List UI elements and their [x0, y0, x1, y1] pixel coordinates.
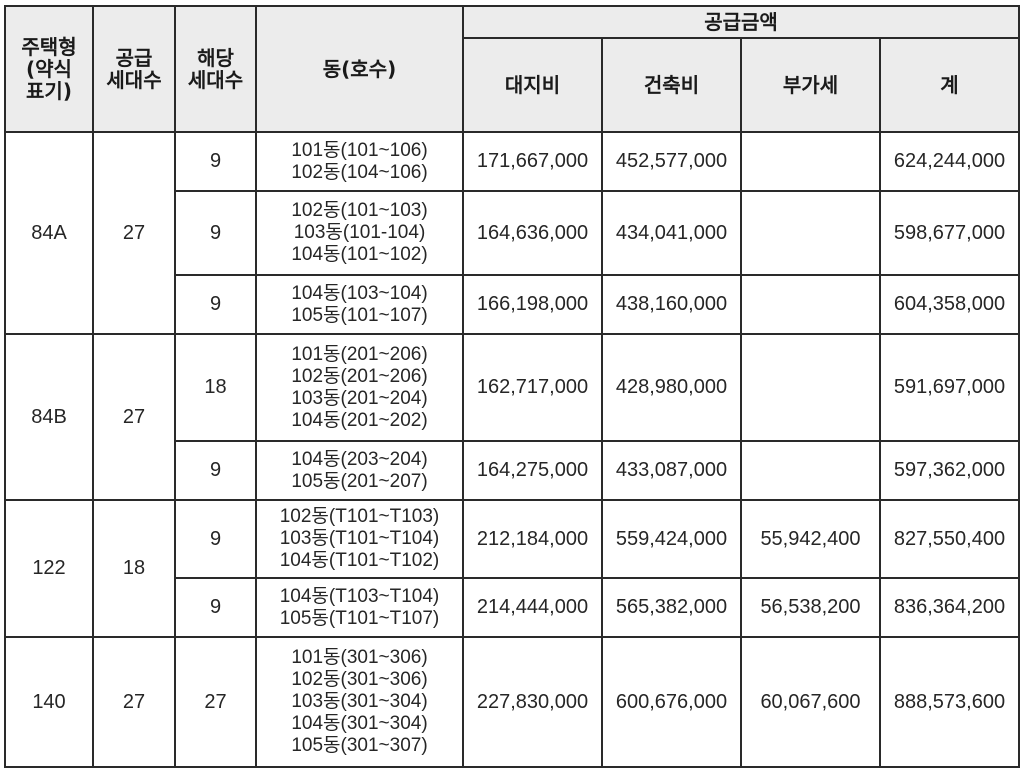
applicable-units-cell: 9	[174, 190, 257, 276]
table-row: 9 104동(203~204) 105동(201~207) 164,275,000 43…	[5, 440, 1020, 501]
dong-line: 105동(201~207)	[291, 470, 428, 492]
header-type: 주택형 (약식 표기)	[4, 5, 94, 133]
vat-cell	[740, 440, 881, 501]
dong-line: 104동(101~102)	[291, 244, 428, 265]
dong-line: 103동(T101~T104)	[279, 528, 440, 549]
table-row: 84B 27 18 101동(201~206) 102동(201~206) 103동(20…	[4, 333, 1020, 501]
dong-line: 102동(101~103)	[291, 200, 428, 221]
vat-cell	[740, 274, 881, 335]
dong-line: 105동(101~107)	[291, 304, 428, 326]
vat-cell: 60,067,600	[740, 636, 881, 768]
dong-line: 103동(301~304)	[291, 691, 428, 712]
table-row: 9 104동(T103~T104) 105동(T101~T107) 214,444,0…	[5, 577, 1020, 638]
dong-line: 101동(101~106)	[291, 139, 428, 161]
dong-line: 102동(301~306)	[291, 669, 428, 690]
building-price-cell: 438,160,000	[601, 274, 742, 335]
vat-cell: 56,538,200	[740, 577, 881, 638]
applicable-units-cell: 27	[174, 636, 257, 768]
dong-line: 104동(203~204)	[291, 448, 428, 470]
dong-cell: 104동(T103~T104) 105동(T101~T107)	[255, 577, 464, 638]
table-body: 84A 27 9 101동(101~106) 102동(104~106) 171,667,…	[4, 131, 1020, 768]
vat-cell	[740, 333, 881, 442]
supply-units-cell: 27	[92, 333, 176, 501]
header-total: 계	[879, 37, 1020, 133]
total-price-cell: 604,358,000	[879, 274, 1020, 335]
supply-units-cell: 18	[92, 499, 176, 638]
dong-line: 104동(T101~T102)	[279, 550, 440, 571]
land-price-cell: 162,717,000	[462, 333, 603, 442]
dong-cell: 102동(T101~T103) 103동(T101~T104) 104동(T101~…	[255, 499, 464, 579]
dong-cell: 104동(203~204) 105동(201~207)	[255, 440, 464, 501]
dong-line: 102동(201~206)	[291, 365, 428, 387]
building-price-cell: 428,980,000	[601, 333, 742, 442]
dong-cell: 101동(301~306) 102동(301~306) 103동(301~304) 1…	[255, 636, 464, 768]
dong-line: 104동(201~202)	[291, 409, 428, 431]
supply-units-cell: 27	[92, 131, 176, 335]
header-applicable-units: 해당 세대수	[174, 5, 257, 133]
applicable-units-cell: 18	[174, 333, 257, 442]
type-cell: 84B	[4, 333, 94, 501]
building-price-cell: 452,577,000	[601, 131, 742, 192]
header-vat: 부가세	[740, 37, 881, 133]
dong-line: 105동(T101~T107)	[279, 607, 440, 629]
header-land: 대지비	[462, 37, 603, 133]
table-header: 주택형 (약식 표기) 공급 세대수 해당 세대수 동(호수) 공급금액 대지비 건축비…	[4, 5, 1020, 133]
table-row: 122 18 9 102동(T101~T103) 103동(T101~T104) 104동…	[4, 499, 1020, 638]
dong-cell: 102동(101~103) 103동(101-104) 104동(101~102)	[255, 190, 464, 276]
table-row: 9 102동(101~103) 103동(101-104) 104동(101~102)…	[5, 190, 1020, 276]
vat-cell	[740, 131, 881, 192]
land-price-cell: 164,636,000	[462, 190, 603, 276]
dong-line: 104동(301~304)	[291, 713, 428, 734]
total-price-cell: 827,550,400	[879, 499, 1020, 579]
dong-cell: 101동(101~106) 102동(104~106)	[255, 131, 464, 192]
dong-line: 104동(T103~T104)	[279, 585, 440, 607]
land-price-cell: 164,275,000	[462, 440, 603, 501]
header-building: 건축비	[601, 37, 742, 133]
header-price-group: 공급금액	[462, 5, 1020, 39]
table-row: 140 27 27 101동(301~306) 102동(301~306) 103동(30…	[4, 636, 1020, 768]
vat-cell	[740, 190, 881, 276]
dong-line: 101동(201~206)	[291, 343, 428, 365]
total-price-cell: 836,364,200	[879, 577, 1020, 638]
applicable-units-cell: 9	[174, 577, 257, 638]
building-price-cell: 433,087,000	[601, 440, 742, 501]
dong-line: 102동(T101~T103)	[279, 506, 440, 527]
dong-line: 105동(301~307)	[291, 735, 428, 756]
land-price-cell: 214,444,000	[462, 577, 603, 638]
applicable-units-cell: 9	[174, 499, 257, 579]
applicable-units-cell: 9	[174, 274, 257, 335]
supply-price-table: 주택형 (약식 표기) 공급 세대수 해당 세대수 동(호수) 공급금액 대지비 건축비…	[4, 5, 1020, 768]
dong-line: 102동(104~106)	[291, 161, 428, 183]
total-price-cell: 888,573,600	[879, 636, 1020, 768]
building-price-cell: 600,676,000	[601, 636, 742, 768]
vat-cell: 55,942,400	[740, 499, 881, 579]
total-price-cell: 597,362,000	[879, 440, 1020, 501]
table-row: 84A 27 9 101동(101~106) 102동(104~106) 171,667,…	[4, 131, 1020, 335]
dong-cell: 104동(103~104) 105동(101~107)	[255, 274, 464, 335]
header-dong: 동(호수)	[255, 5, 464, 133]
land-price-cell: 171,667,000	[462, 131, 603, 192]
type-cell: 84A	[4, 131, 94, 335]
total-price-cell: 591,697,000	[879, 333, 1020, 442]
total-price-cell: 624,244,000	[879, 131, 1020, 192]
table-row: 9 104동(103~104) 105동(101~107) 166,198,000 43…	[5, 274, 1020, 335]
header-supply-units: 공급 세대수	[92, 5, 176, 133]
type-cell: 122	[4, 499, 94, 638]
land-price-cell: 227,830,000	[462, 636, 603, 768]
total-price-cell: 598,677,000	[879, 190, 1020, 276]
dong-line: 104동(103~104)	[291, 282, 428, 304]
dong-cell: 101동(201~206) 102동(201~206) 103동(201~204) 1…	[255, 333, 464, 442]
applicable-units-cell: 9	[174, 131, 257, 192]
dong-line: 103동(201~204)	[291, 387, 428, 409]
building-price-cell: 565,382,000	[601, 577, 742, 638]
type-cell: 140	[4, 636, 94, 768]
land-price-cell: 166,198,000	[462, 274, 603, 335]
land-price-cell: 212,184,000	[462, 499, 603, 579]
supply-units-cell: 27	[92, 636, 176, 768]
dong-line: 103동(101-104)	[293, 222, 426, 243]
building-price-cell: 434,041,000	[601, 190, 742, 276]
building-price-cell: 559,424,000	[601, 499, 742, 579]
dong-line: 101동(301~306)	[291, 647, 428, 668]
applicable-units-cell: 9	[174, 440, 257, 501]
